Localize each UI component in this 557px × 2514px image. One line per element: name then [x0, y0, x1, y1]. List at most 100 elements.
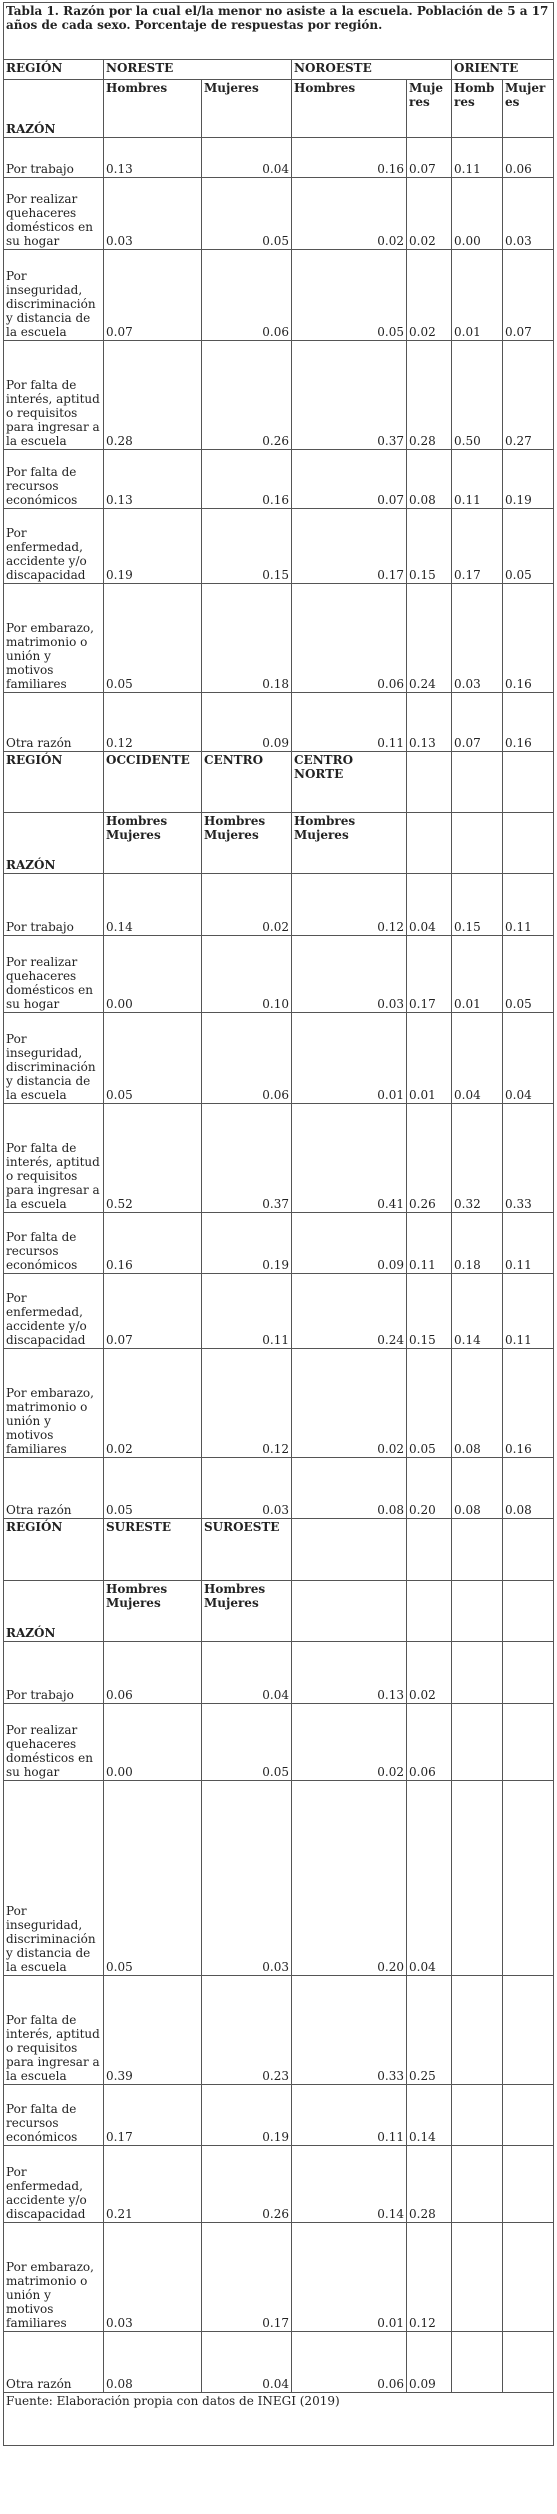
empty-cell [451, 1975, 503, 2085]
value-cell: 0.06 [291, 583, 407, 693]
value-cell: 0.06 [201, 249, 292, 341]
value-cell: 0.12 [201, 1348, 292, 1458]
value-cell: 0.15 [201, 508, 292, 584]
value-cell: 0.01 [451, 249, 503, 341]
value-cell: 0.02 [291, 1348, 407, 1458]
reason: Por embarazo, matrimonio o unión y motiv… [3, 2222, 104, 2332]
empty-cell [406, 812, 452, 874]
table-row: REGIÓN OCCIDENTE CENTRO CENTRO NORTE [3, 751, 555, 813]
value-cell: 0.11 [201, 1273, 292, 1349]
table-row: Por inseguridad, discriminación y distan… [3, 249, 555, 341]
value-cell: 0.13 [406, 692, 452, 752]
empty-cell [501, 2084, 555, 2146]
value-cell: 0.05 [201, 1703, 292, 1781]
sex-header: Hombres [291, 79, 407, 138]
sex-header: Mujeres [501, 79, 555, 138]
empty-cell [451, 1780, 503, 1976]
value-cell: 0.01 [406, 1012, 452, 1104]
value-cell: 0.04 [201, 1641, 292, 1704]
value-cell: 0.33 [501, 1103, 555, 1213]
value-cell: 0.02 [406, 1641, 452, 1704]
value-cell: 0.16 [501, 583, 555, 693]
value-cell: 0.28 [406, 340, 452, 450]
value-cell: 0.04 [201, 2331, 292, 2393]
reason: Por enfermedad, accidente y/o discapacid… [3, 2145, 104, 2223]
empty-cell [501, 1703, 555, 1781]
value-cell: 0.11 [291, 2084, 407, 2146]
value-cell: 0.26 [201, 2145, 292, 2223]
empty-cell [501, 812, 555, 874]
value-cell: 0.08 [291, 1457, 407, 1519]
value-cell: 0.06 [201, 1012, 292, 1104]
value-cell: 0.04 [201, 137, 292, 178]
value-cell: 0.09 [406, 2331, 452, 2393]
reason-label: RAZÓN [3, 812, 104, 874]
table-row: Por falta de interés, aptitud o requisit… [3, 340, 555, 450]
reason: Por trabajo [3, 873, 104, 936]
value-cell: 0.33 [291, 1975, 407, 2085]
region-label: REGIÓN [3, 59, 104, 80]
empty-cell [501, 2331, 555, 2393]
value-cell: 0.21 [103, 2145, 202, 2223]
value-cell: 0.00 [451, 177, 503, 250]
region-header: OCCIDENTE [103, 751, 202, 813]
value-cell: 0.00 [103, 935, 202, 1013]
value-cell: 0.11 [501, 873, 555, 936]
reason: Por embarazo, matrimonio o unión y motiv… [3, 583, 104, 693]
value-cell: 0.01 [291, 2222, 407, 2332]
table-row: Otra razón 0.12 0.09 0.11 0.13 0.07 0.16 [3, 692, 555, 752]
value-cell: 0.04 [406, 1780, 452, 1976]
empty-cell [291, 1518, 407, 1581]
table-row: Por trabajo 0.06 0.04 0.13 0.02 [3, 1641, 555, 1704]
value-cell: 0.28 [406, 2145, 452, 2223]
reason: Por trabajo [3, 1641, 104, 1704]
value-cell: 0.19 [201, 2084, 292, 2146]
region-header: NORESTE [103, 59, 292, 80]
value-cell: 0.18 [201, 583, 292, 693]
sex-header: Mujeres [406, 79, 452, 138]
value-cell: 0.19 [103, 508, 202, 584]
region-header: CENTRO [201, 751, 292, 813]
value-cell: 0.14 [291, 2145, 407, 2223]
value-cell: 0.17 [406, 935, 452, 1013]
reason: Otra razón [3, 692, 104, 752]
value-cell: 0.04 [406, 873, 452, 936]
empty-cell [406, 751, 452, 813]
value-cell: 0.16 [501, 1348, 555, 1458]
reason: Por falta de recursos económicos [3, 449, 104, 509]
value-cell: 0.13 [103, 449, 202, 509]
table-row: Por trabajo 0.13 0.04 0.16 0.07 0.11 0.06 [3, 137, 555, 178]
value-cell: 0.03 [291, 935, 407, 1013]
value-cell: 0.03 [103, 177, 202, 250]
value-cell: 0.12 [103, 692, 202, 752]
empty-cell [451, 1703, 503, 1781]
table-body: Tabla 1. Razón por la cual el/la menor n… [2, 2, 555, 2446]
reason: Por realizar quehaceres domésticos en su… [3, 177, 104, 250]
table-row: RAZÓN Hombres Mujeres Hombres Mujeres Hombr… [3, 812, 555, 874]
value-cell: 0.13 [291, 1641, 407, 1704]
value-cell: 0.09 [201, 692, 292, 752]
table-row: Por falta de recursos económicos 0.13 0.16… [3, 449, 555, 509]
empty-cell [501, 751, 555, 813]
value-cell: 0.01 [451, 935, 503, 1013]
reason: Por embarazo, matrimonio o unión y motiv… [3, 1348, 104, 1458]
reason-label: RAZÓN [3, 1580, 104, 1642]
value-cell: 0.16 [501, 692, 555, 752]
value-cell: 0.28 [103, 340, 202, 450]
table-row: Por inseguridad, discriminación y distan… [3, 1780, 555, 1976]
value-cell: 0.03 [201, 1457, 292, 1519]
sex-header: Hombres Mujeres [291, 812, 407, 874]
value-cell: 0.16 [291, 137, 407, 178]
empty-cell [451, 2145, 503, 2223]
value-cell: 0.11 [451, 137, 503, 178]
value-cell: 0.04 [451, 1012, 503, 1104]
reason: Por inseguridad, discriminación y distan… [3, 249, 104, 341]
value-cell: 0.37 [201, 1103, 292, 1213]
value-cell: 0.17 [291, 508, 407, 584]
reason: Por falta de recursos económicos [3, 2084, 104, 2146]
region-header: NOROESTE [291, 59, 452, 80]
value-cell: 0.13 [103, 137, 202, 178]
value-cell: 0.15 [406, 1273, 452, 1349]
value-cell: 0.25 [406, 1975, 452, 2085]
value-cell: 0.14 [451, 1273, 503, 1349]
